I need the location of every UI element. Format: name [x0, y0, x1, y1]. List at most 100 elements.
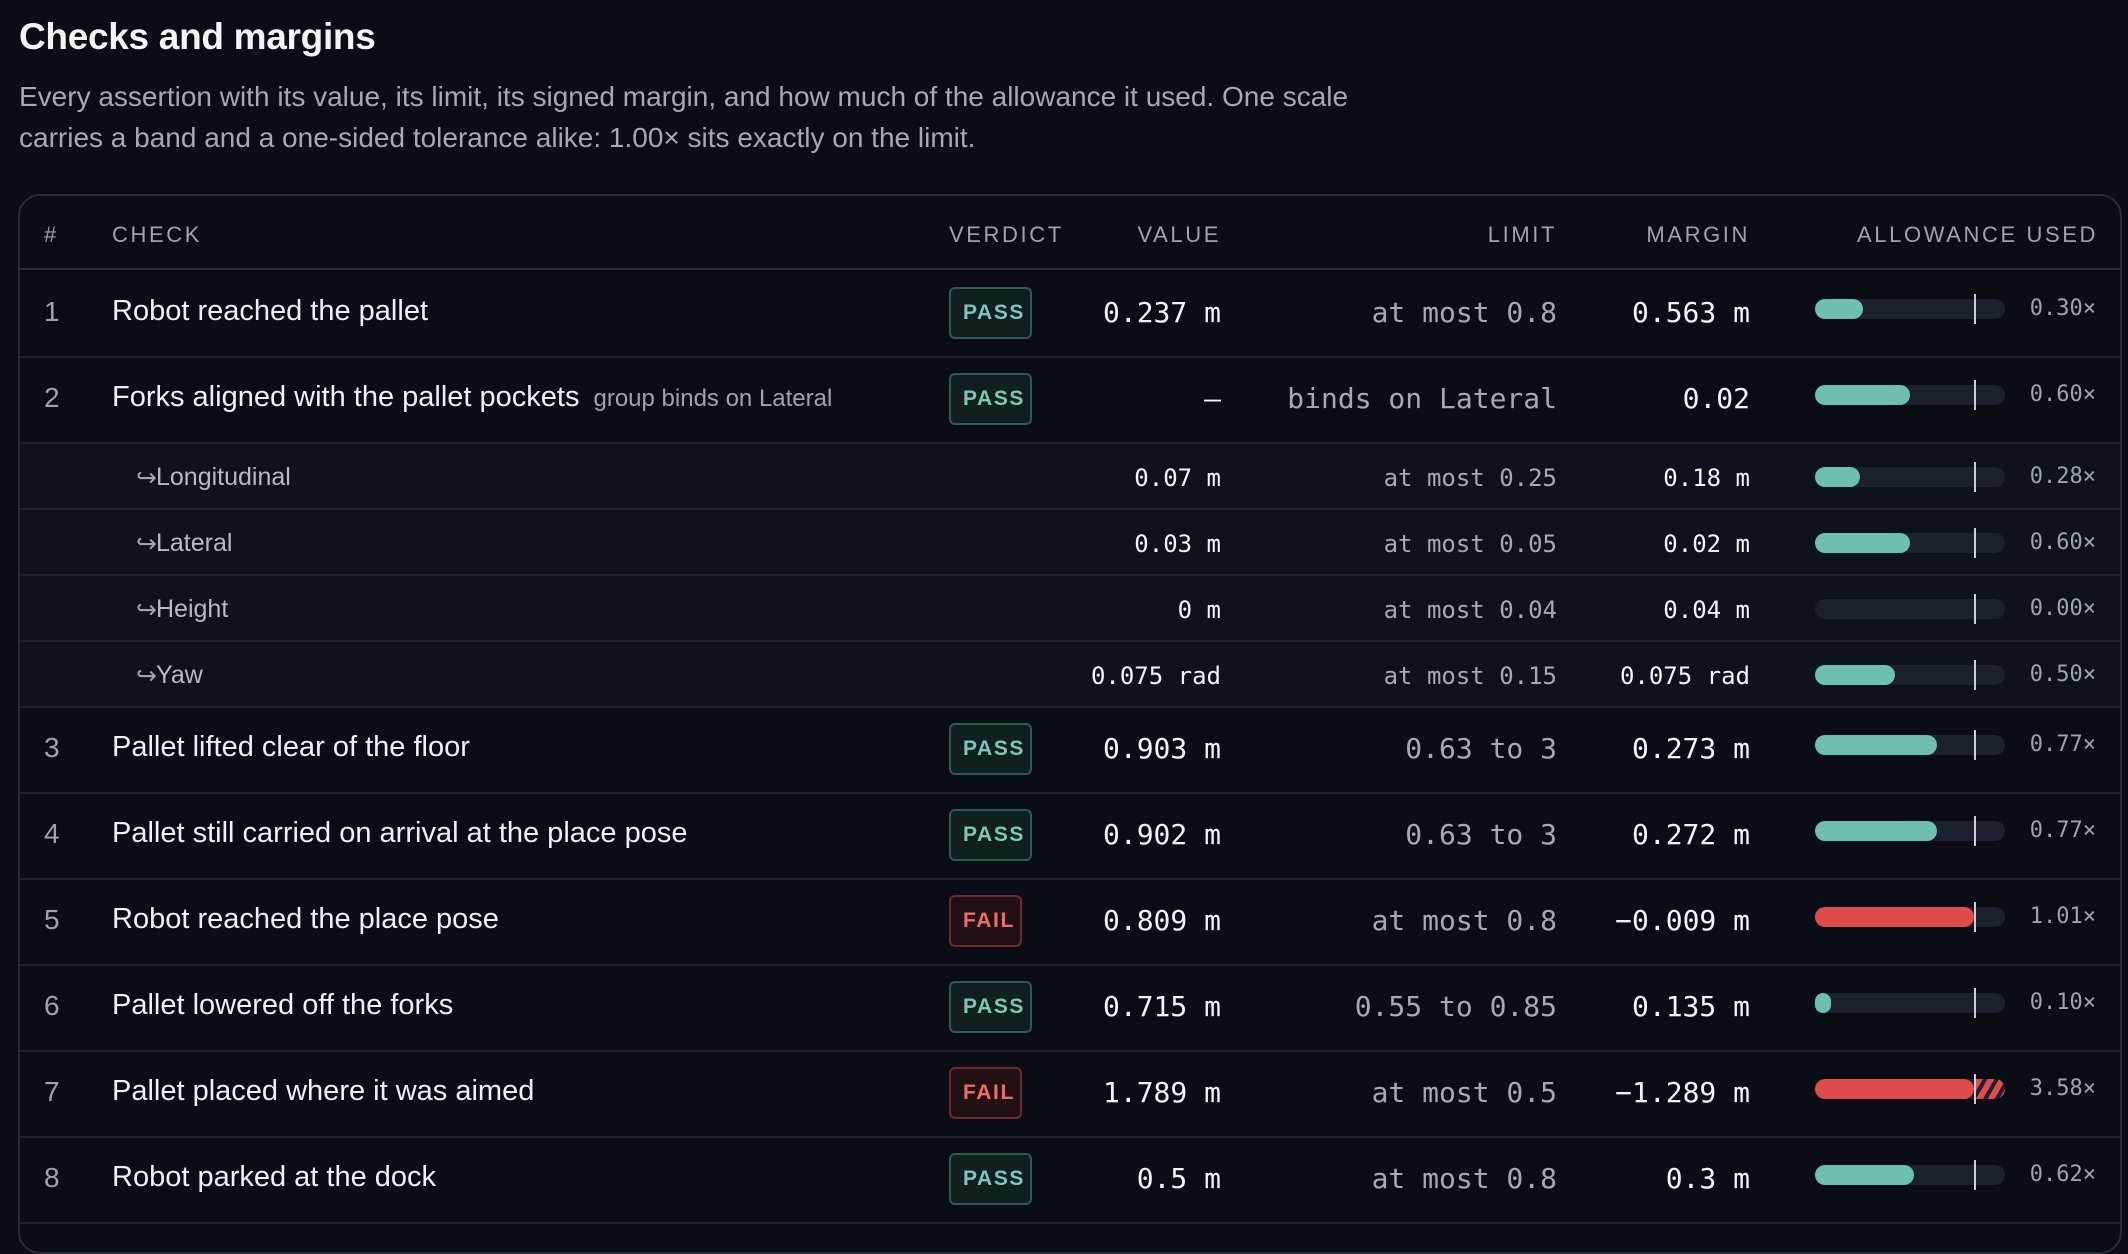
- table-row: 2 Forks aligned with the pallet pockets gr…: [20, 358, 2120, 444]
- check-margin: 0.563 m: [1631, 296, 1750, 329]
- allowance-bar: [1815, 462, 2005, 492]
- allowance-factor: 0.62×: [2029, 1162, 2096, 1187]
- col-limit-header: LIMIT: [1487, 222, 1557, 247]
- allowance-fill: [1815, 665, 1895, 685]
- table-row: 3 Pallet lifted clear of the floor PASS 0.9…: [20, 708, 2120, 794]
- verdict-badge: FAIL: [949, 895, 1022, 947]
- allowance-factor: 0.77×: [2029, 732, 2096, 757]
- limit-marker: [1974, 380, 1976, 410]
- subcheck-name: Height: [156, 595, 229, 623]
- allowance-factor: 0.77×: [2029, 818, 2096, 843]
- col-verdict-header: VERDICT: [949, 222, 1064, 247]
- allowance-bar: [1815, 1160, 2005, 1190]
- subcheck-arrow-icon: ↪: [136, 464, 157, 492]
- check-value: —: [1204, 382, 1221, 415]
- check-value: 0.809 m: [1102, 904, 1221, 937]
- check-margin: 0.3 m: [1665, 1162, 1750, 1195]
- subcheck-row: ↪ Height 0 m at most 0.04 0.04 m 0.00×: [20, 576, 2120, 642]
- check-value: 1.789 m: [1102, 1076, 1221, 1109]
- subcheck-margin: 0.04 m: [1663, 596, 1750, 624]
- check-value: 0.902 m: [1102, 818, 1221, 851]
- limit-marker: [1974, 1160, 1976, 1190]
- limit-marker: [1974, 816, 1976, 846]
- allowance-factor: 0.28×: [2029, 464, 2096, 489]
- check-name: Pallet lifted clear of the floor: [112, 731, 470, 763]
- limit-marker: [1974, 294, 1976, 324]
- col-num-header: #: [44, 222, 59, 247]
- check-limit: at most 0.8: [1371, 296, 1557, 329]
- subcheck-arrow-icon: ↪: [136, 596, 157, 624]
- check-limit: 0.63 to 3: [1405, 732, 1557, 765]
- verdict-badge: PASS: [949, 809, 1032, 861]
- allowance-factor: 0.30×: [2029, 296, 2096, 321]
- check-limit: at most 0.5: [1371, 1076, 1557, 1109]
- table-header: # CHECK VERDICT VALUE LIMIT MARGIN ALLOW…: [20, 196, 2120, 270]
- check-margin: 0.135 m: [1631, 990, 1750, 1023]
- row-number: 8: [44, 1162, 60, 1193]
- verdict-badge: PASS: [949, 287, 1032, 339]
- limit-marker: [1974, 988, 1976, 1018]
- subcheck-value: 0.07 m: [1134, 464, 1221, 492]
- check-name: Robot reached the place pose: [112, 903, 499, 935]
- check-margin: 0.02: [1682, 382, 1750, 415]
- col-value-header: VALUE: [1137, 222, 1221, 247]
- allowance-factor: 3.58×: [2029, 1076, 2096, 1101]
- checks-table: # CHECK VERDICT VALUE LIMIT MARGIN ALLOW…: [18, 194, 2122, 1254]
- allowance-fill: [1815, 821, 1938, 841]
- check-value: 0.715 m: [1102, 990, 1221, 1023]
- verdict-badge: PASS: [949, 373, 1032, 425]
- row-number: 7: [44, 1076, 60, 1107]
- check-limit: 0.63 to 3: [1405, 818, 1557, 851]
- check-name: Pallet lowered off the forks: [112, 989, 454, 1021]
- limit-marker: [1974, 902, 1976, 932]
- subcheck-arrow-icon: ↪: [136, 662, 157, 690]
- limit-marker: [1974, 660, 1976, 690]
- row-number: 2: [44, 382, 60, 413]
- subcheck-limit: at most 0.25: [1383, 464, 1557, 492]
- check-limit: binds on Lateral: [1287, 382, 1557, 415]
- allowance-fill: [1815, 993, 1831, 1013]
- verdict-badge: FAIL: [949, 1067, 1022, 1119]
- page-title: Checks and margins: [19, 16, 376, 57]
- check-margin: −0.009 m: [1615, 904, 1750, 937]
- allowance-factor: 0.60×: [2029, 382, 2096, 407]
- subcheck-name: Lateral: [156, 529, 233, 557]
- check-margin: −1.289 m: [1615, 1076, 1750, 1109]
- subcheck-margin: 0.02 m: [1663, 530, 1750, 558]
- check-name: Pallet placed where it was aimed: [112, 1075, 535, 1107]
- overflow-hatch: [1976, 1079, 2005, 1099]
- check-name: Robot parked at the dock: [112, 1161, 437, 1193]
- check-limit: at most 0.8: [1371, 904, 1557, 937]
- allowance-bar: [1815, 660, 2005, 690]
- table-row: 8 Robot parked at the dock PASS 0.5 m at mos…: [20, 1138, 2120, 1224]
- table-row: 6 Pallet lowered off the forks PASS 0.715 m…: [20, 966, 2120, 1052]
- check-name: Forks aligned with the pallet pockets gro…: [112, 381, 833, 413]
- limit-marker: [1974, 462, 1976, 492]
- col-allowance-header: ALLOWANCE USED: [1857, 222, 2098, 247]
- check-limit: 0.55 to 0.85: [1354, 990, 1557, 1023]
- table-row: 4 Pallet still carried on arrival at the …: [20, 794, 2120, 880]
- allowance-fill: [1815, 1079, 1974, 1099]
- allowance-fill: [1815, 735, 1938, 755]
- check-margin: 0.272 m: [1631, 818, 1750, 851]
- allowance-bar: [1815, 902, 2005, 932]
- check-name: Pallet still carried on arrival at the p…: [112, 817, 688, 849]
- subcheck-row: ↪ Yaw 0.075 rad at most 0.15 0.075 rad 0.50×: [20, 642, 2120, 708]
- check-value: 0.5 m: [1136, 1162, 1221, 1195]
- allowance-bar: [1815, 594, 2005, 624]
- subcheck-row: ↪ Longitudinal 0.07 m at most 0.25 0.18 m 0.2…: [20, 444, 2120, 510]
- subcheck-margin: 0.075 rad: [1619, 662, 1750, 690]
- subcheck-limit: at most 0.15: [1383, 662, 1557, 690]
- subcheck-arrow-icon: ↪: [136, 530, 157, 558]
- allowance-bar: [1815, 1074, 2005, 1104]
- table-row: 7 Pallet placed where it was aimed FAIL 1.7…: [20, 1052, 2120, 1138]
- page-subtitle: Every assertion with its value, its limi…: [19, 81, 1349, 153]
- subcheck-limit: at most 0.04: [1383, 596, 1557, 624]
- row-number: 4: [44, 818, 60, 849]
- allowance-fill: [1815, 907, 1974, 927]
- allowance-fill: [1815, 385, 1911, 405]
- subcheck-margin: 0.18 m: [1663, 464, 1750, 492]
- allowance-factor: 0.00×: [2029, 596, 2096, 621]
- subcheck-name: Longitudinal: [156, 463, 291, 491]
- row-number: 5: [44, 904, 60, 935]
